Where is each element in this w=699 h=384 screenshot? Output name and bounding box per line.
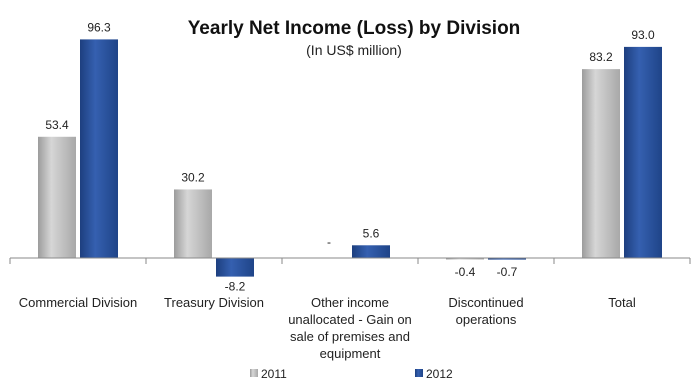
- data-label-2012-2: 5.6: [363, 226, 380, 240]
- category-label-2-line-0: Other income: [311, 295, 389, 310]
- bar-2012-0: [80, 39, 118, 258]
- bar-2011-4: [582, 69, 620, 258]
- legend: 2011 2012: [250, 367, 453, 381]
- legend-swatch-2012: [415, 369, 423, 377]
- data-label-2011-4: 83.2: [589, 50, 613, 64]
- category-label-2-line-2: sale of premises and: [290, 329, 410, 344]
- bar-2011-3: [446, 258, 484, 260]
- category-label-1-line-0: Treasury Division: [164, 295, 264, 310]
- category-label-3-line-0: Discontinued: [448, 295, 523, 310]
- chart-title: Yearly Net Income (Loss) by Division: [188, 18, 521, 39]
- category-label-4-line-0: Total: [608, 295, 636, 310]
- bar-2012-2: [352, 245, 390, 258]
- category-label-2-line-3: equipment: [320, 346, 381, 361]
- bar-2011-1: [174, 189, 212, 258]
- bar-2012-3: [488, 258, 526, 260]
- chart-subtitle: (In US$ million): [306, 42, 402, 58]
- bars-layer: [38, 39, 662, 277]
- data-label-2012-0: 96.3: [87, 20, 111, 34]
- data-label-2011-1: 30.2: [181, 170, 205, 184]
- category-label-2-line-1: unallocated - Gain on: [288, 312, 412, 327]
- bar-2012-4: [624, 46, 662, 258]
- data-label-2012-3: -0.7: [497, 265, 518, 279]
- legend-label-2011: 2011: [261, 367, 287, 379]
- bar-2011-0: [38, 136, 76, 258]
- legend-swatch-2011: [250, 369, 258, 377]
- data-label-2012-4: 93.0: [631, 28, 655, 42]
- category-label-3-line-1: operations: [456, 312, 517, 327]
- data-label-2011-2: -: [327, 235, 331, 249]
- data-label-2011-3: -0.4: [455, 265, 476, 279]
- data-label-2011-0: 53.4: [45, 118, 69, 132]
- data-labels-layer: 53.4 96.3 30.2 -8.2 - 5.6 -0.4 -0.7 83.2 93.0: [45, 20, 655, 293]
- bar-2012-1: [216, 258, 254, 277]
- legend-label-2012: 2012: [426, 367, 453, 379]
- data-label-2012-1: -8.2: [225, 280, 246, 294]
- x-axis: [9, 257, 691, 264]
- category-label-0-line-0: Commercial Division: [19, 295, 137, 310]
- category-labels-layer: Commercial Division Treasury Division Othe…: [19, 295, 636, 361]
